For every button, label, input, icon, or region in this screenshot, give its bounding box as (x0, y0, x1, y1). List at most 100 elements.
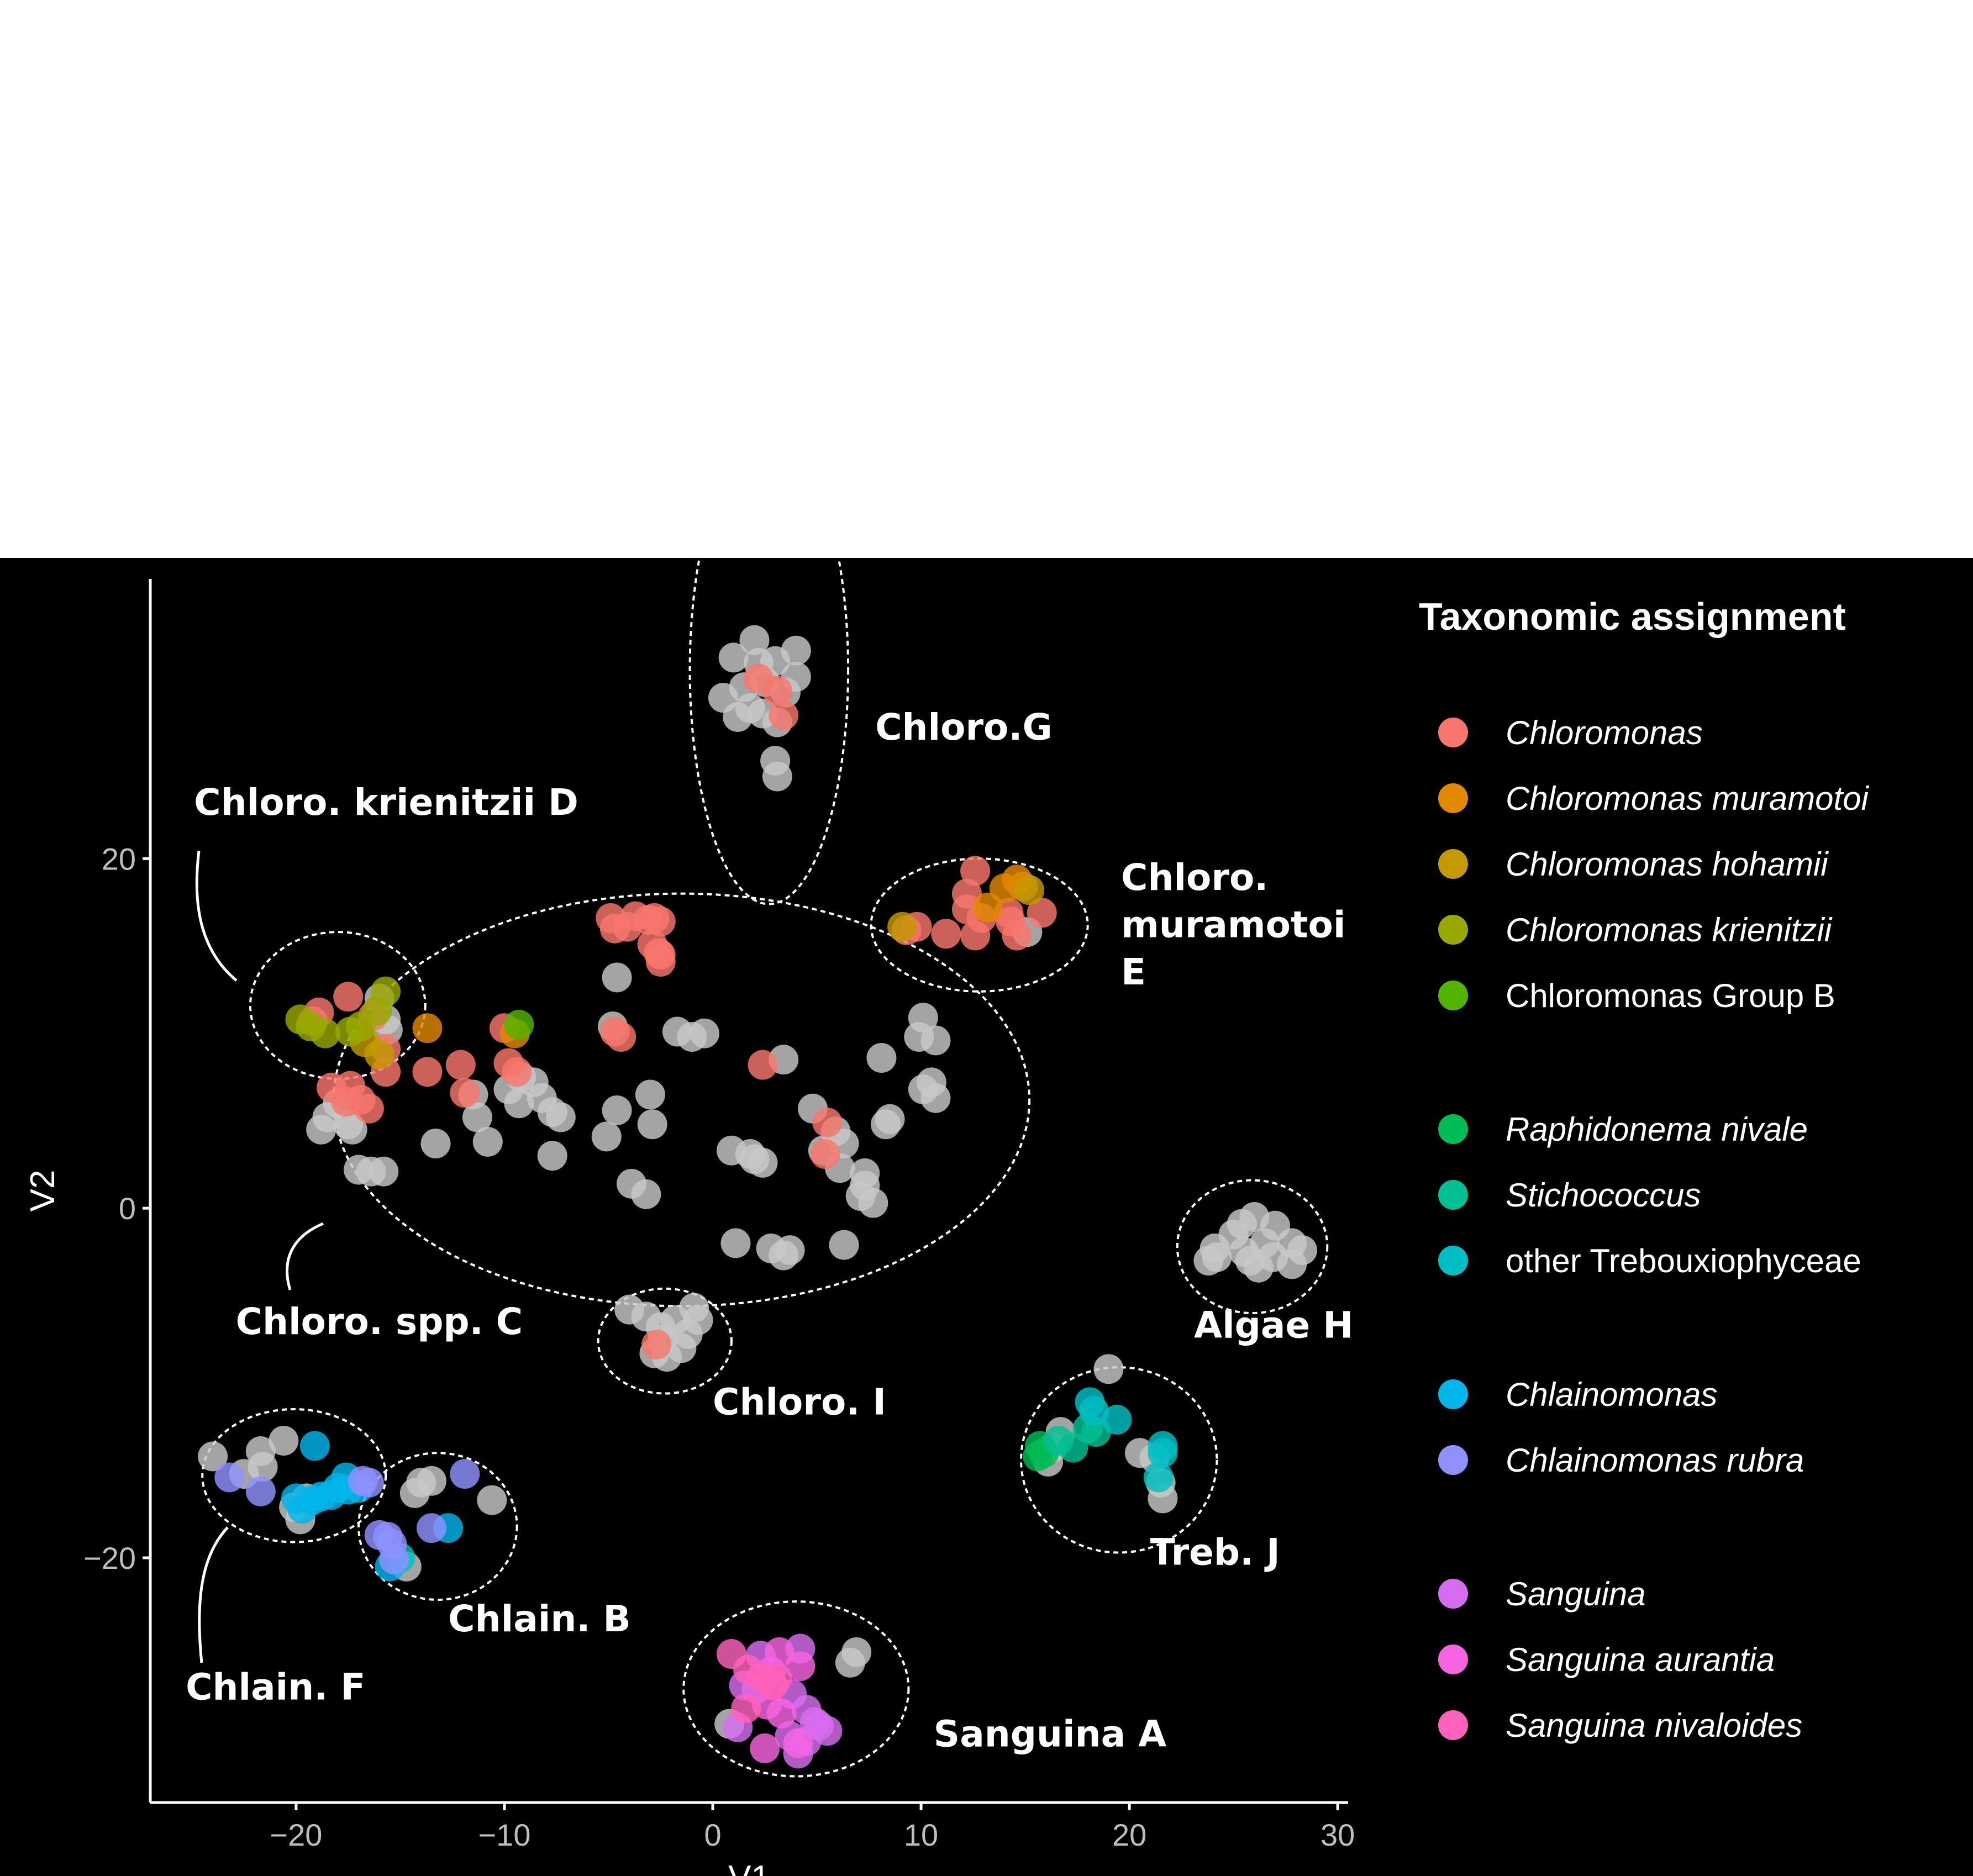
point-krienitzii (285, 1004, 315, 1035)
point-chloromonas (354, 1093, 384, 1124)
cluster-label-chloro-g: Chloro.G (875, 706, 1053, 749)
legend-key-chloromonas (1438, 718, 1468, 747)
cluster-label-chloro-krienitzii-d: Chloro. krienitzii D (194, 781, 578, 824)
point-muramotoi (972, 892, 1003, 923)
series-krienitzii (285, 976, 401, 1048)
cluster-ellipse-chloro-g (688, 558, 850, 905)
point-unassigned (537, 1141, 567, 1171)
legend-key-stichococcus (1438, 1180, 1468, 1210)
point-chloromonas (450, 1078, 480, 1108)
point-unassigned (748, 1147, 778, 1178)
legend-label-rubra: Chlainomonas rubra (1506, 1442, 1804, 1479)
point-unassigned (908, 1003, 938, 1033)
point-unassigned (720, 1228, 751, 1258)
cluster-ellipse-algae-h (1176, 1179, 1329, 1315)
legend-label-sanguina: Sanguina (1506, 1575, 1646, 1612)
legend-label-chloromonas: Chloromonas (1506, 714, 1703, 751)
legend-label-nivaloides: Sanguina nivaloides (1506, 1707, 1802, 1744)
point-nivaloides (758, 1670, 788, 1700)
x-tick-label: 20 (1112, 1817, 1146, 1852)
series-groupb (504, 1009, 534, 1040)
legend-key-chlainomonas (1438, 1379, 1468, 1409)
point-chloromonas (645, 940, 676, 970)
point-chloromonas (812, 1108, 843, 1138)
point-hohamii (887, 911, 918, 942)
point-unassigned (718, 642, 749, 673)
point-chloromonas (769, 700, 799, 730)
point-chloromonas (1027, 898, 1057, 928)
point-unassigned (602, 962, 632, 993)
cluster-label-chlain-f: Chlain. F (186, 1666, 365, 1708)
point-chloromonas (412, 1057, 443, 1087)
legend: Taxonomic assignment Chloromonas Chloromo… (1419, 595, 1870, 1744)
connector-chlain-f (198, 1526, 229, 1663)
cluster-label-e: E (1121, 951, 1146, 993)
legend-key-rubra (1438, 1445, 1468, 1475)
point-unassigned (677, 1022, 707, 1052)
cluster-ellipse-treb-j (1020, 1366, 1218, 1554)
point-unassigned (920, 1083, 951, 1113)
point-hohamii (1014, 875, 1045, 905)
cluster-label-treb-j: Treb. J (1150, 1531, 1280, 1574)
y-tick-label: −20 (83, 1541, 136, 1575)
cluster-ellipse-chloro-i (597, 1287, 733, 1395)
point-unassigned (477, 1485, 507, 1515)
point-unassigned (406, 1467, 436, 1498)
point-hohamii (364, 1039, 394, 1069)
point-aurantia (766, 1698, 797, 1729)
point-chloromonas (1002, 920, 1032, 951)
point-unassigned (591, 1121, 622, 1152)
point-unassigned (679, 1293, 709, 1323)
point-unassigned (716, 1135, 746, 1166)
x-tick-label: −20 (270, 1817, 322, 1852)
point-rubra (354, 1467, 384, 1498)
point-unassigned (635, 1079, 665, 1110)
point-unassigned (420, 1129, 451, 1159)
x-tick-label: 10 (904, 1817, 938, 1852)
point-sanguina (804, 1710, 834, 1741)
point-chloromonas (645, 907, 676, 937)
cluster-label-chlain-b: Chlain. B (448, 1598, 631, 1640)
point-chloromonas (810, 1139, 840, 1169)
point-aurantia (750, 1733, 780, 1763)
point-chloromonas (641, 1329, 672, 1359)
point-unassigned (739, 625, 770, 655)
legend-key-othertreb (1438, 1246, 1468, 1276)
point-unassigned (841, 1637, 872, 1667)
point-nivaloides (731, 1693, 761, 1724)
point-aurantia (783, 1728, 813, 1758)
legend-label-aurantia: Sanguina aurantia (1506, 1641, 1775, 1678)
point-unassigned (781, 635, 811, 666)
y-axis-title: V2 (24, 1170, 62, 1212)
connector-krienitzii-d (195, 850, 238, 982)
legend-label-stichococcus: Stichococcus (1506, 1177, 1701, 1214)
point-unassigned (1287, 1235, 1318, 1266)
legend-label-hohamii: Chloromonas hohamii (1506, 846, 1829, 883)
label-connectors (195, 850, 324, 1663)
point-unassigned (245, 1436, 276, 1466)
legend-label-krienitzii: Chloromonas krienitzii (1506, 911, 1833, 948)
point-unassigned (870, 1109, 901, 1140)
legend-title: Taxonomic assignment (1419, 595, 1846, 638)
cluster-ellipse-sanguina-a (682, 1600, 910, 1778)
point-chlainomonas (299, 1431, 330, 1461)
point-rubra (417, 1513, 447, 1543)
cluster-label-sanguina-a: Sanguina A (934, 1713, 1167, 1756)
point-chloromonas (960, 920, 991, 951)
legend-key-raphidonema (1438, 1114, 1468, 1144)
x-tick-label: 0 (704, 1817, 721, 1852)
point-unassigned (637, 1109, 667, 1140)
point-unassigned (1227, 1209, 1257, 1239)
point-unassigned (1093, 1354, 1124, 1384)
data-points (198, 625, 1318, 1769)
point-unassigned (462, 1102, 492, 1132)
legend-key-hohamii (1438, 849, 1468, 879)
point-unassigned (1193, 1246, 1224, 1276)
series-chloromonas (298, 663, 1057, 1359)
point-krienitzii (335, 1016, 365, 1047)
point-unassigned (472, 1126, 503, 1157)
connector-spp-c (286, 1222, 324, 1290)
point-unassigned (545, 1102, 576, 1132)
